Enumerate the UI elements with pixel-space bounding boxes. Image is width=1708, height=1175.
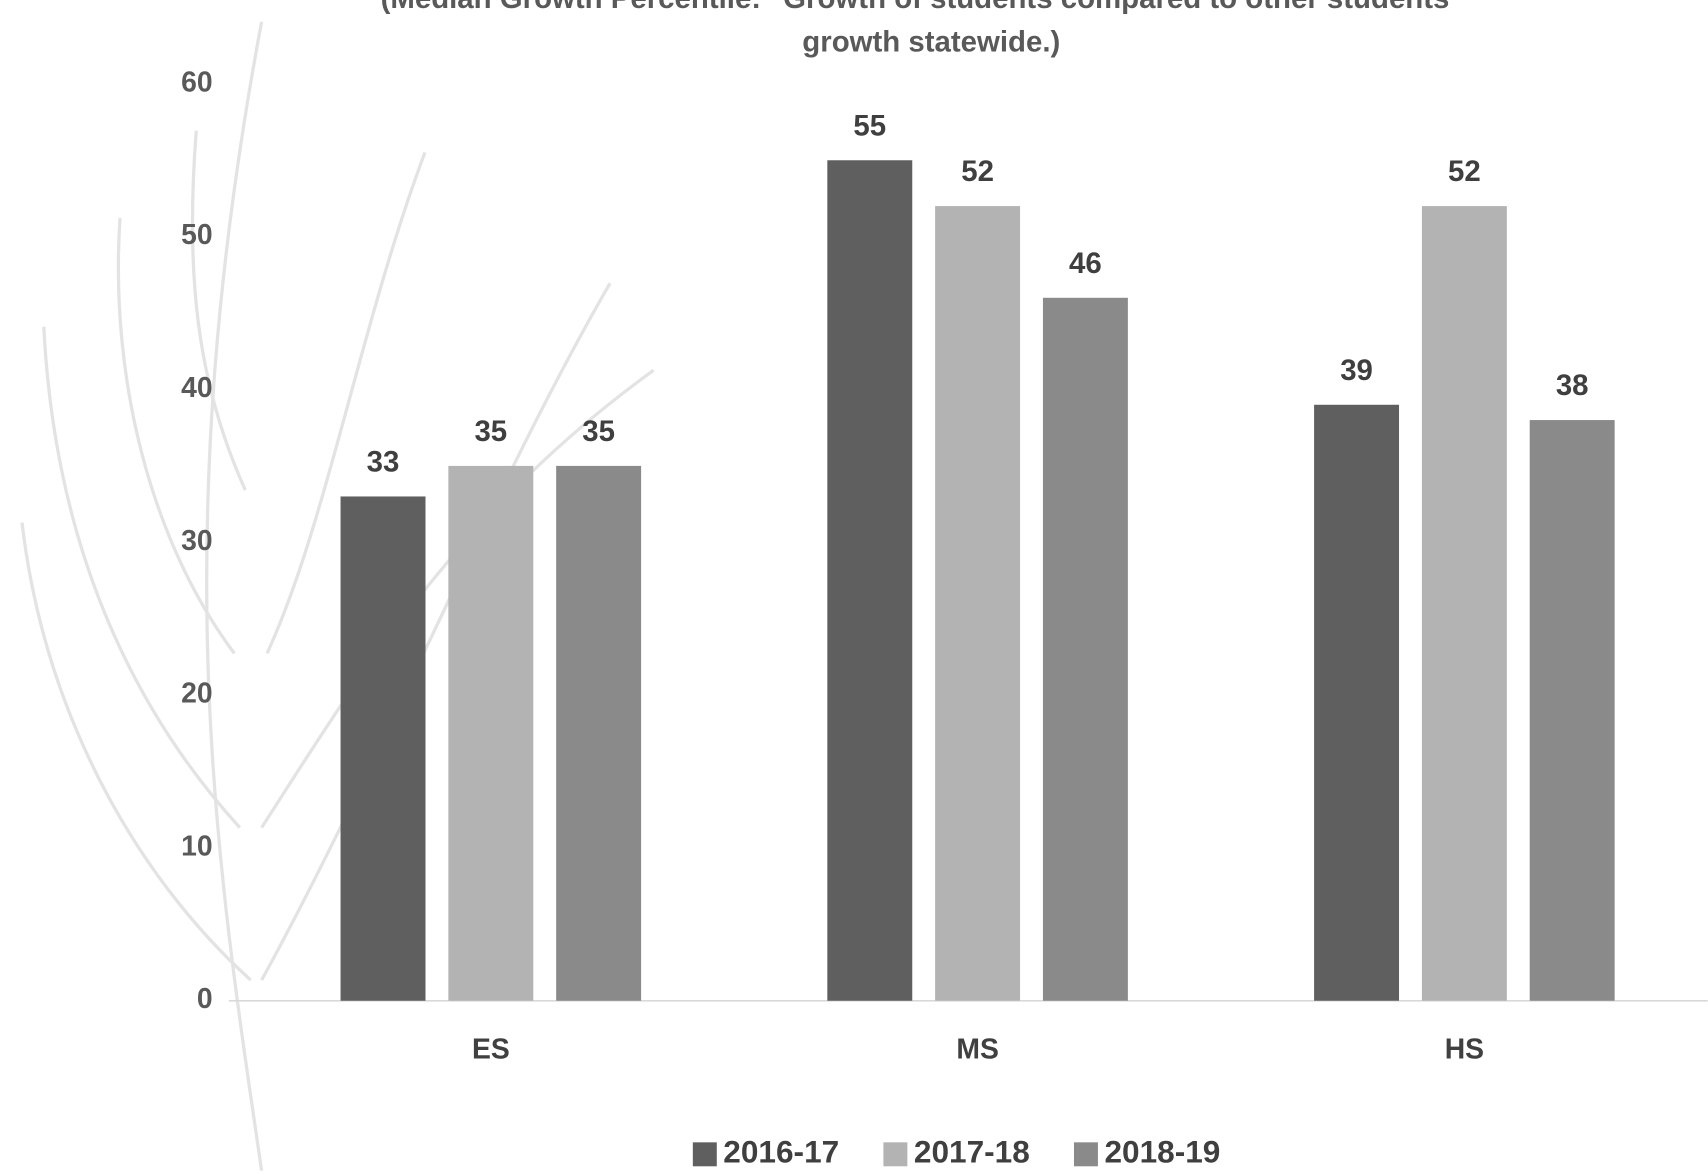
y-tick-label: 40 xyxy=(181,371,212,403)
y-tick-label: 60 xyxy=(181,65,212,97)
legend-swatch xyxy=(1073,1142,1098,1167)
x-tick-label: MS xyxy=(956,1032,998,1064)
bar xyxy=(448,465,534,1001)
bar xyxy=(556,465,642,1001)
value-label: 35 xyxy=(582,415,615,448)
feather-barbs xyxy=(20,130,655,982)
value-label: 52 xyxy=(1448,155,1481,188)
y-tick-label: 10 xyxy=(181,829,212,861)
value-label: 52 xyxy=(961,155,994,188)
legend-label: 2016-17 xyxy=(723,1134,839,1170)
bar xyxy=(935,206,1021,1001)
x-tick-label: HS xyxy=(1445,1032,1484,1064)
legend-swatch xyxy=(883,1142,908,1167)
legend-swatch xyxy=(692,1142,717,1167)
bar xyxy=(827,160,913,1001)
legend-label: 2017-18 xyxy=(914,1134,1030,1170)
x-tick-label: ES xyxy=(472,1032,510,1064)
legend-label: 2018-19 xyxy=(1104,1134,1220,1170)
value-label: 33 xyxy=(367,446,400,479)
bar xyxy=(1042,297,1128,1001)
value-label: 35 xyxy=(474,415,507,448)
bar xyxy=(340,496,426,1001)
value-label: 46 xyxy=(1069,247,1102,280)
bar xyxy=(1529,420,1615,1001)
y-tick-label: 20 xyxy=(181,677,212,709)
y-tick-label: 50 xyxy=(181,218,212,250)
y-tick-label: 0 xyxy=(197,982,213,1014)
bar xyxy=(1314,404,1400,1001)
chart-title: growth statewide.) xyxy=(802,25,1060,58)
value-label: 38 xyxy=(1556,369,1589,402)
bar xyxy=(1421,206,1507,1001)
value-label: 39 xyxy=(1340,354,1373,387)
y-tick-label: 30 xyxy=(181,524,212,556)
value-label: 55 xyxy=(853,109,886,142)
chart-title: (Median Growth Percentile: "Growth of st… xyxy=(381,0,1450,15)
feather-shaft xyxy=(205,21,264,1171)
feather-decoration xyxy=(20,21,655,1171)
